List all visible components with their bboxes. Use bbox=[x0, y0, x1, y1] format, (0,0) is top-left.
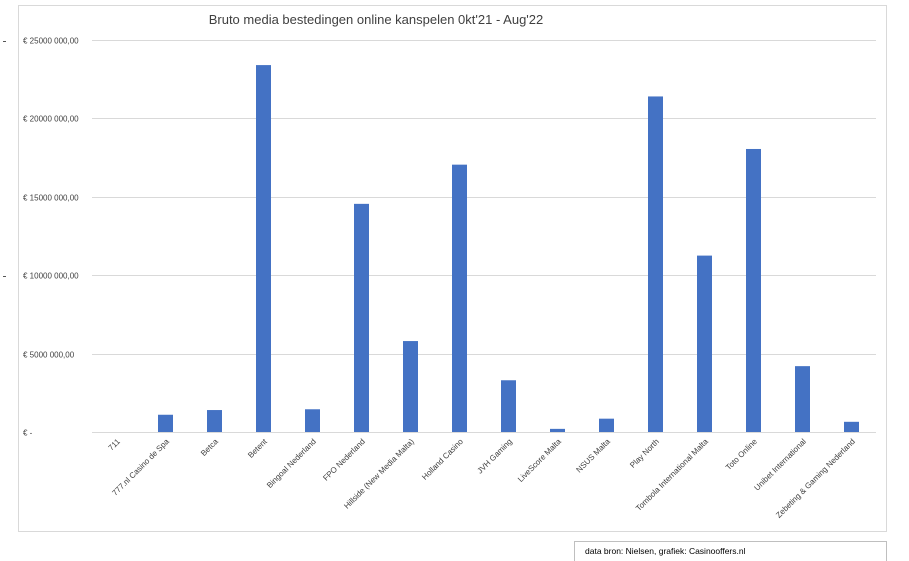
x-tick-label: Bingoal Nederland bbox=[265, 437, 318, 490]
y-tick-label: € 25000 000,00 bbox=[23, 37, 79, 46]
y-tick-label: € 10000 000,00 bbox=[23, 272, 79, 281]
bar bbox=[648, 96, 663, 432]
x-tick-label: Unibet International bbox=[752, 437, 808, 493]
y-tick-label: € 15000 000,00 bbox=[23, 194, 79, 203]
bar bbox=[256, 65, 271, 432]
x-tick-label: Holland Casino bbox=[420, 437, 465, 482]
x-tick-label: Toto Online bbox=[724, 437, 759, 472]
x-tick-label: 777.nl Casino de Spa bbox=[110, 437, 171, 498]
source-note: data bron: Nielsen, grafiek: Casinooffer… bbox=[585, 546, 746, 556]
bar bbox=[305, 409, 320, 432]
bar bbox=[403, 341, 418, 432]
chart-frame bbox=[18, 5, 887, 532]
x-tick-label: FPO Nederland bbox=[321, 437, 367, 483]
source-note-box: data bron: Nielsen, grafiek: Casinooffer… bbox=[574, 541, 887, 561]
x-tick-label: JVH Gaming bbox=[475, 437, 513, 475]
bar bbox=[501, 380, 516, 432]
chart-title: Bruto media bestedingen online kanspelen… bbox=[209, 12, 544, 27]
y-tick-label: € 5000 000,00 bbox=[23, 351, 75, 360]
x-tick-label: Betent bbox=[246, 437, 269, 460]
x-tick-label: 711 bbox=[107, 437, 123, 453]
y-tick-label: € - bbox=[23, 429, 33, 438]
grid-layer bbox=[92, 40, 876, 433]
x-tick-label: NSUS Malta bbox=[574, 437, 612, 475]
bar bbox=[599, 418, 614, 432]
bar bbox=[354, 203, 369, 432]
edge-tick-mark bbox=[3, 276, 6, 277]
y-axis-tick-labels: € - € 5000 000,00 € 10000 000,00 € 15000 00… bbox=[23, 37, 79, 438]
bar bbox=[207, 410, 222, 432]
x-tick-label: Zebeting & Gaming Nederland bbox=[774, 437, 857, 520]
y-tick-label: € 20000 000,00 bbox=[23, 115, 79, 124]
x-tick-label: Play North bbox=[628, 437, 661, 470]
bar bbox=[746, 148, 761, 432]
bar bbox=[550, 428, 565, 432]
bar bbox=[452, 164, 467, 432]
x-tick-label: LiveScore Malta bbox=[516, 437, 563, 484]
bar bbox=[844, 421, 859, 432]
edge-tick-mark bbox=[3, 41, 6, 42]
x-tick-label: Betca bbox=[199, 437, 220, 458]
bar bbox=[795, 366, 810, 432]
bar bbox=[697, 255, 712, 432]
bar bbox=[158, 414, 173, 432]
bars-layer bbox=[158, 65, 859, 432]
